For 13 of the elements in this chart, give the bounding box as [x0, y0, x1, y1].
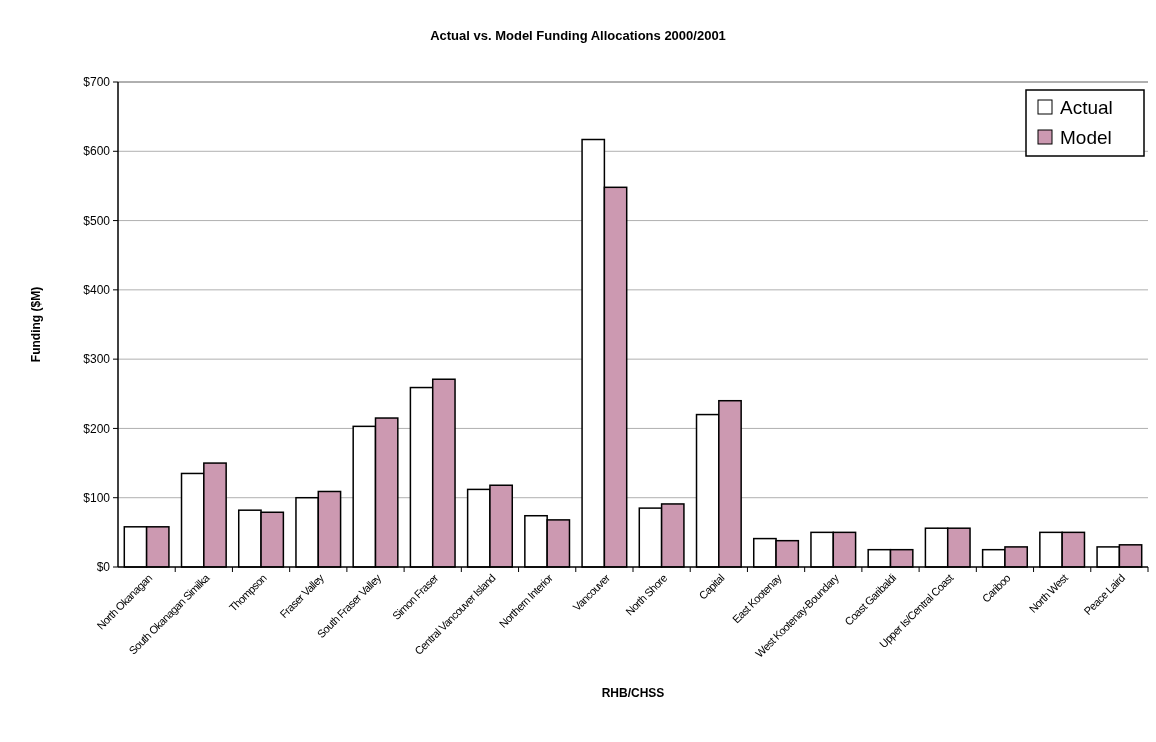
y-tick-label: $0	[96, 560, 111, 575]
y-tick-label: $700	[83, 75, 111, 90]
y-tick-label: $500	[83, 213, 111, 228]
chart-title: Actual vs. Model Funding Allocations 2000/2001	[430, 28, 726, 43]
y-tick-label: $300	[83, 352, 111, 367]
y-tick-label: $200	[83, 421, 111, 436]
x-axis-title: RHB/CHSS	[601, 686, 665, 700]
y-tick-label: $100	[83, 490, 111, 505]
y-tick-label: $600	[83, 144, 111, 159]
y-tick-label: $400	[83, 283, 111, 298]
legend-label: Model	[1060, 126, 1112, 148]
legend-label: Actual	[1060, 96, 1113, 118]
y-axis-title: Funding ($M)	[29, 286, 43, 363]
